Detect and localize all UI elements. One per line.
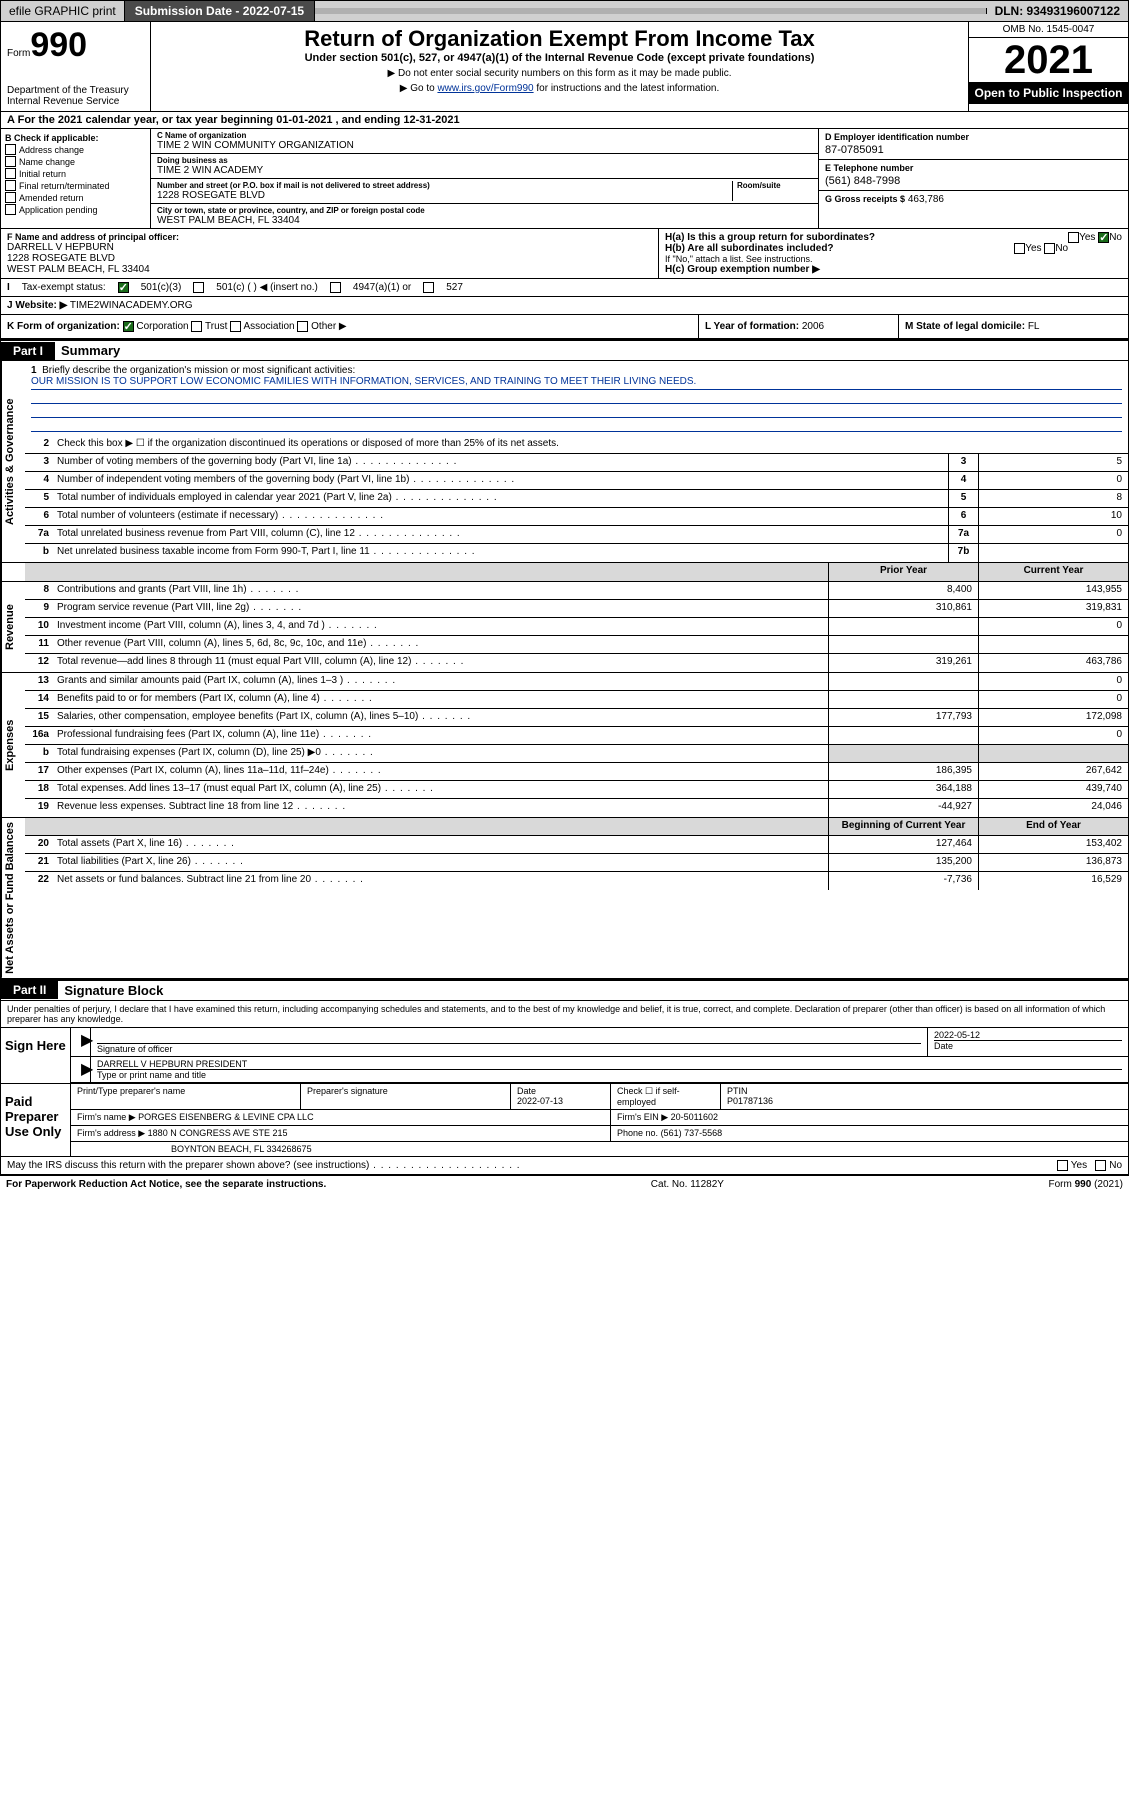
- omb-number: OMB No. 1545-0047: [969, 22, 1128, 38]
- part2-header: Part II Signature Block: [0, 979, 1129, 1001]
- sign-here-label: Sign Here: [1, 1028, 71, 1083]
- tax-year: 2021: [969, 38, 1128, 82]
- phone: (561) 848-7998: [825, 175, 1122, 187]
- street: 1228 ROSEGATE BLVD: [157, 190, 732, 201]
- city-state-zip: WEST PALM BEACH, FL 33404: [157, 215, 812, 226]
- dept-treasury: Department of the TreasuryInternal Reven…: [7, 85, 144, 107]
- section-j: J Website: ▶ TIME2WINACADEMY.ORG: [1, 296, 1128, 314]
- website: TIME2WINACADEMY.ORG: [70, 300, 193, 311]
- officer-name-title: DARRELL V HEPBURN PRESIDENT: [97, 1059, 1122, 1070]
- ein: 87-0785091: [825, 144, 1122, 156]
- firm-phone: (561) 737-5568: [661, 1128, 723, 1138]
- sig-date: 2022-05-12: [934, 1030, 1122, 1041]
- firm-name: PORGES EISENBERG & LEVINE CPA LLC: [138, 1112, 313, 1122]
- firm-addr: 1880 N CONGRESS AVE STE 215: [148, 1128, 288, 1138]
- irs-link[interactable]: www.irs.gov/Form990: [437, 83, 533, 94]
- section-d-e-g: D Employer identification number 87-0785…: [818, 129, 1128, 228]
- section-b: B Check if applicable: Address change Na…: [1, 129, 151, 228]
- gross-receipts: 463,786: [908, 194, 944, 205]
- ptin: P01787136: [727, 1096, 1122, 1106]
- signature-block: Under penalties of perjury, I declare th…: [0, 1001, 1129, 1175]
- topbar-spacer: [315, 8, 986, 14]
- domicile: FL: [1028, 321, 1040, 332]
- prep-date: 2022-07-13: [517, 1096, 604, 1106]
- year-formation: 2006: [802, 321, 824, 332]
- officer-name: DARRELL V HEPBURN: [7, 242, 652, 253]
- mission-text: OUR MISSION IS TO SUPPORT LOW ECONOMIC F…: [31, 376, 1122, 390]
- summary-governance: Activities & Governance 1 Briefly descri…: [0, 361, 1129, 563]
- firm-ein: 20-5011602: [671, 1112, 718, 1122]
- form-number-block: Form990 Department of the TreasuryIntern…: [1, 22, 151, 111]
- form-title-block: Return of Organization Exempt From Incom…: [151, 22, 968, 111]
- form-note1: ▶ Do not enter social security numbers o…: [161, 68, 958, 79]
- section-i: I Tax-exempt status: 501(c)(3) 501(c) ( …: [1, 278, 1128, 296]
- form-header: Form990 Department of the TreasuryIntern…: [0, 22, 1129, 112]
- efile-label: efile GRAPHIC print: [1, 1, 125, 21]
- summary-net-hdr: Net Assets or Fund Balances Beginning of…: [0, 818, 1129, 979]
- form-title: Return of Organization Exempt From Incom…: [161, 26, 958, 52]
- form-note2: ▶ Go to www.irs.gov/Form990 for instruct…: [161, 83, 958, 94]
- page-footer: For Paperwork Reduction Act Notice, see …: [0, 1175, 1129, 1193]
- b-label: B Check if applicable:: [5, 133, 146, 143]
- org-name: TIME 2 WIN COMMUNITY ORGANIZATION: [157, 140, 812, 151]
- section-c: C Name of organization TIME 2 WIN COMMUN…: [151, 129, 818, 228]
- submission-date: Submission Date - 2022-07-15: [125, 1, 315, 21]
- dba: TIME 2 WIN ACADEMY: [157, 165, 812, 176]
- form-subtitle: Under section 501(c), 527, or 4947(a)(1)…: [161, 52, 958, 64]
- paid-preparer-label: Paid Preparer Use Only: [1, 1084, 71, 1156]
- dln: DLN: 93493196007122: [987, 1, 1128, 21]
- summary-revenue: Revenue 8Contributions and grants (Part …: [0, 582, 1129, 673]
- perjury-declaration: Under penalties of perjury, I declare th…: [1, 1001, 1128, 1028]
- form-prefix: Form: [7, 48, 30, 59]
- line-a: A For the 2021 calendar year, or tax yea…: [1, 112, 1128, 129]
- section-f-h: F Name and address of principal officer:…: [1, 228, 1128, 278]
- efile-topbar: efile GRAPHIC print Submission Date - 20…: [0, 0, 1129, 22]
- form-number: 990: [30, 26, 87, 64]
- entity-block: A For the 2021 calendar year, or tax yea…: [0, 112, 1129, 339]
- summary-expenses: Expenses 13Grants and similar amounts pa…: [0, 673, 1129, 818]
- section-k-l-m: K Form of organization: Corporation Trus…: [1, 314, 1128, 338]
- public-inspection: Open to Public Inspection: [969, 82, 1128, 104]
- summary-two-col-hdr: Prior Year Current Year: [0, 563, 1129, 582]
- cat-no: Cat. No. 11282Y: [651, 1179, 724, 1190]
- form-year-block: OMB No. 1545-0047 2021 Open to Public In…: [968, 22, 1128, 111]
- part1-header: Part I Summary: [0, 339, 1129, 361]
- form-ref: Form 990 (2021): [1049, 1179, 1123, 1190]
